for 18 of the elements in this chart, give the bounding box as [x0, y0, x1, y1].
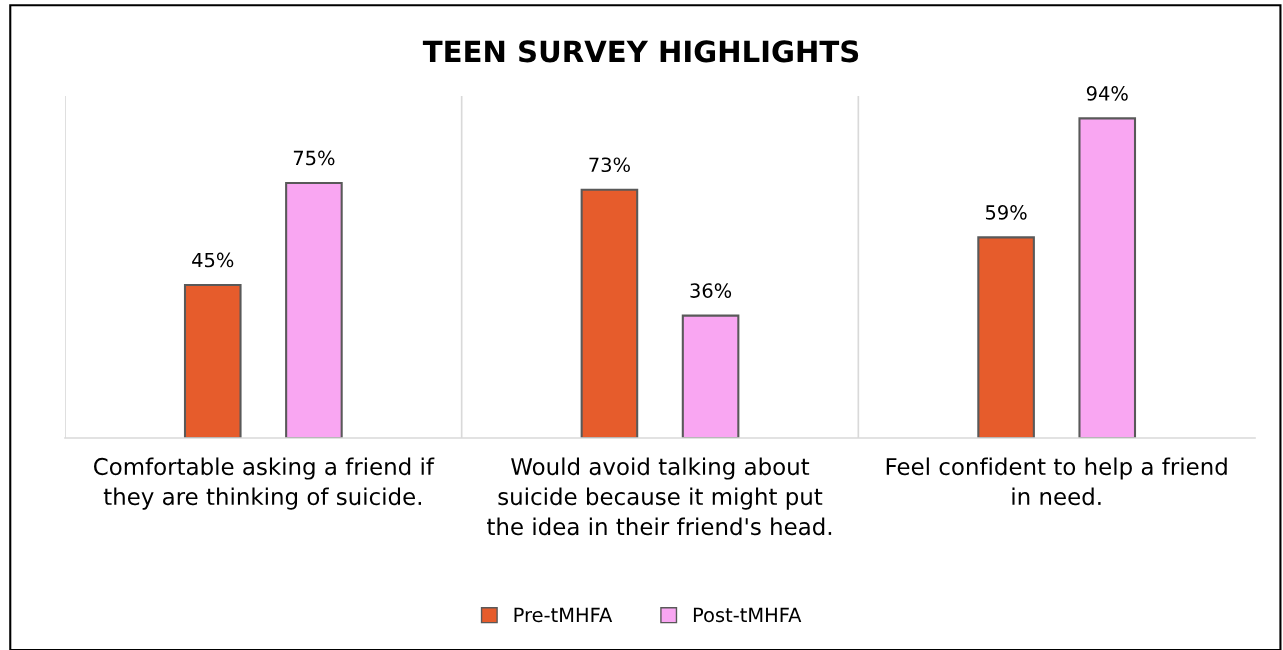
data-label: 45%	[192, 252, 234, 268]
legend-label: Post-tMHFA	[693, 607, 802, 623]
data-label: 73%	[589, 157, 630, 173]
x-tick-label: Feel confident to help a friend in need.	[886, 457, 1227, 506]
legend-label: Pre-tMHFA	[514, 607, 613, 623]
data-label: 59%	[985, 205, 1027, 220]
x-tick-label: Would avoid talking about suicide because it might put the idea in their friend's head.	[487, 457, 832, 536]
data-label: 75%	[293, 150, 335, 166]
bar	[977, 236, 1035, 438]
bar	[681, 314, 740, 438]
bar	[580, 188, 639, 438]
x-tick-label: Comfortable asking a friend if they are thinking of suicide.	[94, 457, 435, 510]
bar	[1078, 117, 1137, 438]
chart-title: TEEN SURVEY HIGHLIGHTS	[422, 40, 859, 63]
bar	[285, 181, 343, 438]
bar	[183, 283, 242, 438]
data-label: 36%	[690, 283, 732, 298]
data-label: 94%	[1086, 86, 1128, 101]
